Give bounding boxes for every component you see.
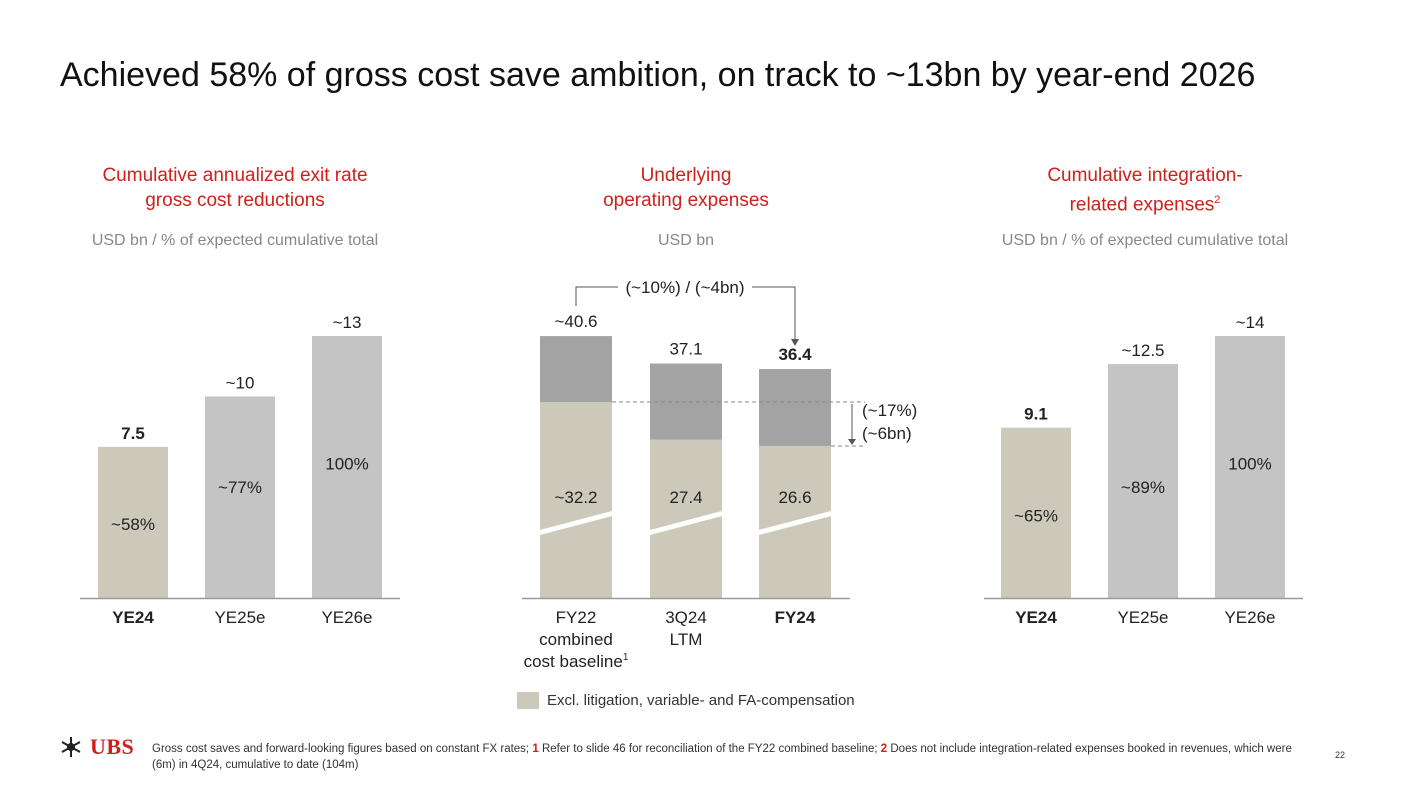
chart3-value-label: ~14 xyxy=(1236,313,1265,332)
footnote-2-text: Does not include integration-related exp… xyxy=(152,743,1292,771)
chart2-bar-lower xyxy=(540,402,612,598)
chart1-bar xyxy=(205,396,275,598)
chart3-value-label: 9.1 xyxy=(1024,405,1048,424)
ubs-logo: UBS xyxy=(58,734,134,760)
chart2-bracket-left xyxy=(575,286,618,307)
footnote-1-text: Refer to slide 46 for reconciliation of … xyxy=(541,743,878,755)
ubs-logo-text: UBS xyxy=(90,734,135,759)
chart2-axis-break xyxy=(647,510,725,536)
footnote-2-number: 2 xyxy=(880,743,888,755)
chart3-title: Cumulative integration- related expenses… xyxy=(970,163,1320,217)
chart2-category-label: FY22 xyxy=(556,608,597,627)
chart3-subtitle: USD bn / % of expected cumulative total xyxy=(1001,232,1289,249)
chart2-bar-upper xyxy=(759,369,831,446)
chart1-title-line1: Cumulative annualized exit rate xyxy=(102,165,368,186)
chart2-lower-label: ~32.2 xyxy=(554,488,597,507)
chart2-side-annotation-pct: (~17%) xyxy=(862,401,917,420)
chart2-lower-label: 26.6 xyxy=(778,488,811,507)
chart2-total-label: 37.1 xyxy=(669,340,702,359)
ubs-keys-icon xyxy=(61,737,81,757)
chart3-value-label: ~12.5 xyxy=(1121,341,1164,360)
chart3-bar xyxy=(1215,336,1285,598)
chart1-pct-label: 100% xyxy=(325,455,368,474)
chart2-category-label: 3Q24 xyxy=(665,608,707,627)
chart1-category-label: YE26e xyxy=(321,608,372,627)
chart2-top-annotation: (~10%) / (~4bn) xyxy=(625,278,744,297)
chart2-bar-upper xyxy=(540,336,612,402)
chart3-bar xyxy=(1108,364,1178,598)
chart2-axis-break xyxy=(537,510,615,536)
chart1-bar xyxy=(98,446,168,598)
chart1-pct-label: ~77% xyxy=(218,478,262,497)
chart1-value-label: ~13 xyxy=(333,313,362,332)
chart2-category-label: combined xyxy=(539,630,613,649)
chart2-title-line1: Underlying xyxy=(640,165,732,186)
page-number: 22 xyxy=(1335,750,1346,760)
chart2-category-footnote: 1 xyxy=(623,652,629,663)
chart3-title-line2: related expenses xyxy=(1069,194,1215,216)
chart1-subtitle: USD bn / % of expected cumulative total xyxy=(91,232,379,249)
chart3-title-line1: Cumulative integration- xyxy=(1047,165,1243,186)
chart2-side-annotation-bn: (~6bn) xyxy=(862,424,912,443)
chart3-pct-label: 100% xyxy=(1228,455,1271,474)
legend-swatch xyxy=(517,692,539,709)
chart1-value-label: 7.5 xyxy=(121,424,145,443)
chart2-total-label: ~40.6 xyxy=(554,312,597,331)
chart2-legend: Excl. litigation, variable- and FA-compe… xyxy=(517,692,855,709)
chart2-category-label: LTM xyxy=(670,630,703,649)
chart2-subtitle: USD bn xyxy=(657,232,715,249)
chart3-category-label: YE25e xyxy=(1117,608,1168,627)
chart2-axis-break xyxy=(756,510,834,536)
chart1-pct-label: ~58% xyxy=(111,515,155,534)
chart3-pct-label: ~89% xyxy=(1121,478,1165,497)
chart3-category-label: YE26e xyxy=(1224,608,1275,627)
chart1-category-label: YE25e xyxy=(214,608,265,627)
chart1-title-line2: gross cost reductions xyxy=(145,190,325,211)
footnote-1-number: 1 xyxy=(532,743,539,755)
chart2-bracket-arrow-head xyxy=(791,339,799,347)
footnote-intro: Gross cost saves and forward-looking fig… xyxy=(152,743,530,755)
chart2-side-arrow-head xyxy=(848,438,856,445)
chart2-title: Underlying operating expenses xyxy=(511,163,861,213)
chart1-category-label: YE24 xyxy=(112,608,154,627)
chart2-total-label: 36.4 xyxy=(778,345,812,364)
chart1-title: Cumulative annualized exit rate gross co… xyxy=(60,163,410,213)
chart2-bracket-right xyxy=(752,286,796,342)
chart2-category-label: cost baseline1 xyxy=(524,652,629,671)
legend-label: Excl. litigation, variable- and FA-compe… xyxy=(547,692,855,709)
chart3-title-line2-wrap: related expenses2 xyxy=(970,188,1320,217)
chart3-pct-label: ~65% xyxy=(1014,506,1058,525)
chart3-title-footnote: 2 xyxy=(1214,194,1221,206)
footnote: Gross cost saves and forward-looking fig… xyxy=(152,741,1302,773)
chart1-value-label: ~10 xyxy=(226,373,255,392)
chart3-category-label: YE24 xyxy=(1015,608,1057,627)
chart3-bar xyxy=(1001,427,1071,598)
chart2-title-line2: operating expenses xyxy=(603,190,769,211)
chart2-lower-label: 27.4 xyxy=(669,488,702,507)
chart2-category-label: FY24 xyxy=(775,608,816,627)
page-title: Achieved 58% of gross cost save ambition… xyxy=(60,56,1256,94)
chart1-bar xyxy=(312,336,382,598)
